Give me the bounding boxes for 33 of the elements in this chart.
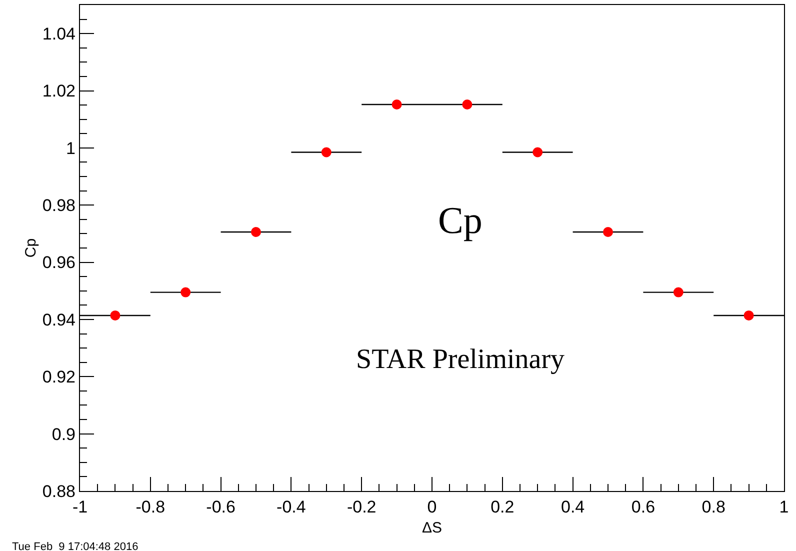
x-tick-label: -0.6 — [206, 498, 236, 516]
point — [673, 287, 684, 298]
point — [603, 226, 613, 237]
y-tick-label: 1.04 — [42, 24, 76, 44]
point — [462, 99, 472, 110]
y-tick-label: 0.94 — [42, 310, 76, 330]
x-tick-label: 0.6 — [631, 498, 656, 516]
x-tick-label: 0.4 — [560, 498, 585, 516]
x-axis-title: ΔS — [422, 520, 442, 536]
x-tick-label: 1 — [779, 498, 789, 516]
point — [251, 226, 261, 237]
annotation: Cp — [438, 200, 482, 242]
point — [321, 147, 332, 158]
y-axis-title: Cp — [22, 238, 40, 258]
point — [532, 147, 543, 158]
x-tick-label: 0 — [427, 498, 437, 516]
y-tick-label: 0.92 — [42, 368, 76, 387]
y-tick-label: 0.9 — [52, 424, 76, 444]
text: Tue Feb 9 17:04:48 2016 — [12, 541, 138, 551]
x-tick-label: 0.8 — [702, 498, 726, 516]
annotation: STAR Preliminary — [356, 344, 565, 375]
x-tick-label: -0.8 — [136, 498, 166, 516]
point — [110, 310, 120, 320]
x-tick-label: 0.2 — [490, 498, 514, 516]
point — [744, 310, 754, 320]
y-tick-label: 0.98 — [42, 196, 76, 216]
x-tick-label: -0.4 — [276, 498, 306, 516]
y-tick-label: 1 — [66, 138, 76, 158]
point — [392, 99, 402, 110]
x-tick-label: -0.2 — [346, 498, 376, 516]
y-tick-label: 0.96 — [42, 253, 76, 272]
point — [180, 287, 191, 298]
y-tick-label: 1.02 — [42, 82, 76, 101]
